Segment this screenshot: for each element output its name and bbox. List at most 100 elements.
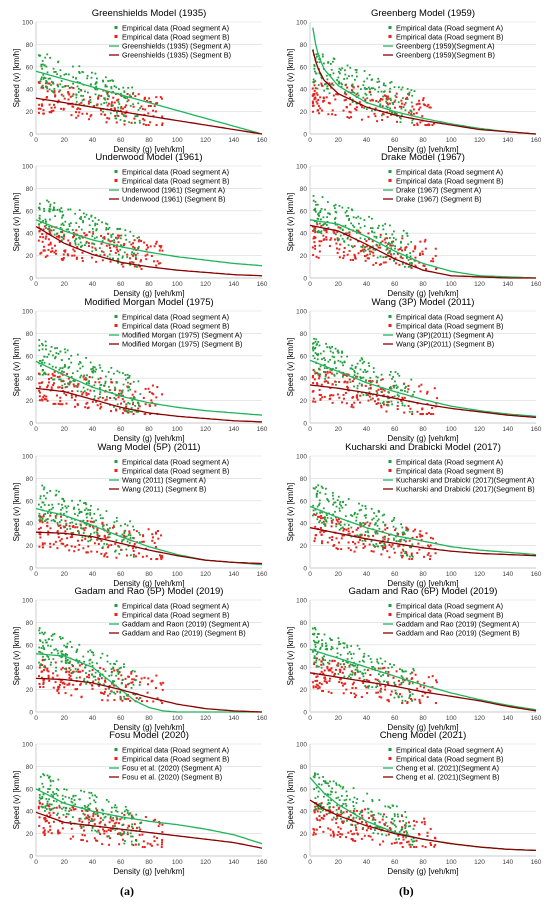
point-segment-b: [386, 247, 389, 250]
point-segment-a: [136, 236, 139, 239]
point-segment-a: [339, 642, 342, 645]
point-segment-a: [356, 664, 359, 667]
point-segment-b: [135, 697, 138, 700]
point-segment-a: [358, 813, 361, 815]
point-segment-b: [379, 246, 382, 249]
point-segment-a: [398, 830, 401, 833]
point-segment-b: [54, 661, 57, 664]
scatter-points: [311, 194, 438, 271]
point-segment-a: [54, 670, 57, 672]
point-segment-b: [144, 403, 147, 406]
y-tick-label: 80: [300, 331, 308, 338]
x-tick-label: 160: [257, 426, 268, 433]
point-segment-b: [388, 102, 391, 105]
point-segment-a: [83, 804, 86, 807]
x-tick-label: 20: [61, 859, 69, 866]
point-segment-b: [328, 680, 331, 683]
point-segment-a: [48, 807, 51, 810]
point-segment-a: [134, 115, 137, 118]
point-segment-a: [393, 517, 396, 519]
point-segment-a: [89, 101, 92, 104]
point-segment-a: [409, 694, 411, 696]
point-segment-a: [347, 214, 350, 217]
point-segment-a: [401, 670, 404, 673]
point-segment-b: [124, 112, 127, 115]
point-segment-b: [58, 375, 61, 378]
point-segment-b: [419, 240, 422, 243]
y-tick-label: 20: [26, 543, 34, 550]
point-segment-b: [52, 811, 55, 814]
point-segment-b: [433, 387, 436, 390]
point-segment-a: [134, 404, 137, 407]
point-segment-a: [377, 518, 380, 521]
point-segment-b: [70, 394, 73, 397]
point-segment-b: [332, 835, 335, 838]
point-segment-a: [348, 665, 351, 668]
point-segment-a: [40, 78, 43, 81]
point-segment-b: [96, 529, 99, 532]
point-segment-b: [407, 821, 410, 824]
point-segment-a: [370, 507, 373, 510]
point-segment-a: [41, 631, 44, 634]
point-segment-a: [389, 87, 392, 90]
point-segment-b: [162, 681, 165, 684]
point-segment-a: [91, 673, 93, 676]
chart-5: Modified Morgan Model (1975)020406080100…: [12, 297, 268, 443]
point-segment-b: [434, 254, 437, 257]
point-segment-a: [317, 484, 320, 487]
point-segment-b: [139, 260, 142, 263]
point-segment-b: [358, 538, 361, 541]
point-segment-b: [343, 99, 346, 102]
point-segment-a: [341, 83, 344, 86]
legend-entry: Empirical data (Road segment B): [122, 322, 229, 331]
point-segment-a: [356, 372, 359, 375]
point-segment-b: [60, 538, 63, 541]
point-segment-a: [369, 376, 372, 379]
point-segment-a: [385, 816, 388, 818]
point-segment-b: [406, 841, 409, 844]
point-segment-a: [367, 86, 370, 89]
point-segment-a: [83, 390, 86, 393]
point-segment-b: [144, 108, 147, 111]
point-segment-a: [363, 668, 366, 671]
point-segment-b: [331, 535, 334, 538]
x-tick-label: 100: [446, 571, 457, 578]
point-segment-a: [326, 201, 329, 203]
point-segment-b: [146, 253, 149, 256]
point-segment-b: [153, 245, 156, 248]
point-segment-b: [372, 254, 375, 257]
point-segment-b: [320, 240, 323, 243]
point-segment-b: [87, 406, 90, 409]
point-segment-b: [348, 231, 351, 234]
point-segment-a: [319, 352, 322, 355]
point-segment-a: [341, 237, 344, 240]
point-segment-a: [393, 111, 396, 114]
point-segment-a: [329, 74, 332, 76]
point-segment-b: [139, 681, 142, 684]
point-segment-a: [349, 676, 352, 679]
point-segment-a: [85, 382, 88, 384]
point-segment-b: [48, 82, 51, 85]
point-segment-b: [70, 396, 73, 399]
point-segment-b: [418, 698, 421, 701]
point-segment-a: [52, 519, 55, 521]
point-segment-a: [410, 89, 413, 92]
point-segment-a: [326, 647, 328, 650]
point-segment-a: [99, 254, 102, 257]
point-segment-b: [88, 676, 91, 679]
point-segment-a: [39, 516, 42, 519]
point-segment-a: [94, 829, 97, 832]
point-segment-a: [324, 377, 327, 380]
point-segment-b: [101, 522, 104, 525]
point-segment-b: [115, 246, 118, 249]
point-segment-a: [39, 651, 42, 654]
point-segment-b: [141, 108, 144, 111]
point-segment-a: [104, 375, 107, 378]
point-segment-a: [87, 540, 90, 543]
point-segment-a: [315, 53, 318, 56]
point-segment-a: [327, 801, 330, 804]
point-segment-a: [75, 523, 78, 526]
point-segment-a: [54, 357, 56, 360]
point-segment-a: [56, 73, 59, 76]
point-segment-b: [156, 697, 159, 700]
